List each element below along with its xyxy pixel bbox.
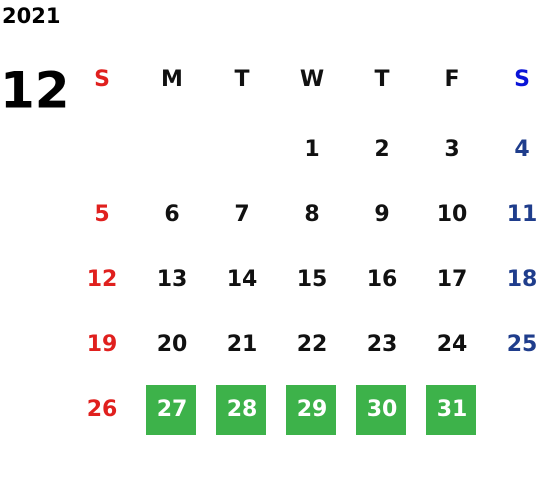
year: 2021 (2, 4, 60, 28)
day-number: 31 (437, 397, 468, 422)
day-number: 12 (87, 267, 118, 292)
day-number: 15 (297, 267, 328, 292)
day-number: 10 (437, 202, 468, 227)
day-number: 14 (227, 267, 258, 292)
day-number: 9 (374, 202, 389, 227)
weekday-label: S (94, 67, 110, 92)
day-number: 18 (507, 267, 538, 292)
day-number: 26 (87, 397, 118, 422)
day-number: 4 (514, 137, 529, 162)
day-number: 27 (157, 397, 188, 422)
highlight-box (286, 385, 336, 435)
weekday-label: T (234, 67, 249, 92)
day-number: 25 (507, 332, 538, 357)
highlight-box (216, 385, 266, 435)
month: 12 (0, 62, 70, 120)
day-number: 22 (297, 332, 328, 357)
day-number: 1 (304, 137, 319, 162)
highlight-box (356, 385, 406, 435)
day-number: 20 (157, 332, 188, 357)
weekday-label: F (444, 67, 459, 92)
day-number: 29 (297, 397, 328, 422)
weekday-label: M (161, 67, 183, 92)
day-number: 24 (437, 332, 468, 357)
highlight-box (426, 385, 476, 435)
day-number: 8 (304, 202, 319, 227)
day-number: 19 (87, 332, 118, 357)
weekday-label: W (300, 67, 324, 92)
day-number: 28 (227, 397, 258, 422)
day-number: 16 (367, 267, 398, 292)
weekday-label: S (514, 67, 530, 92)
day-number: 11 (507, 202, 538, 227)
day-number: 7 (234, 202, 249, 227)
day-number: 17 (437, 267, 468, 292)
day-number: 6 (164, 202, 179, 227)
day-number: 13 (157, 267, 188, 292)
day-number: 3 (444, 137, 459, 162)
day-number: 5 (94, 202, 109, 227)
day-number: 30 (367, 397, 398, 422)
weekday-label: T (374, 67, 389, 92)
highlight-box (146, 385, 196, 435)
day-number: 2 (374, 137, 389, 162)
day-number: 23 (367, 332, 398, 357)
day-number: 21 (227, 332, 258, 357)
